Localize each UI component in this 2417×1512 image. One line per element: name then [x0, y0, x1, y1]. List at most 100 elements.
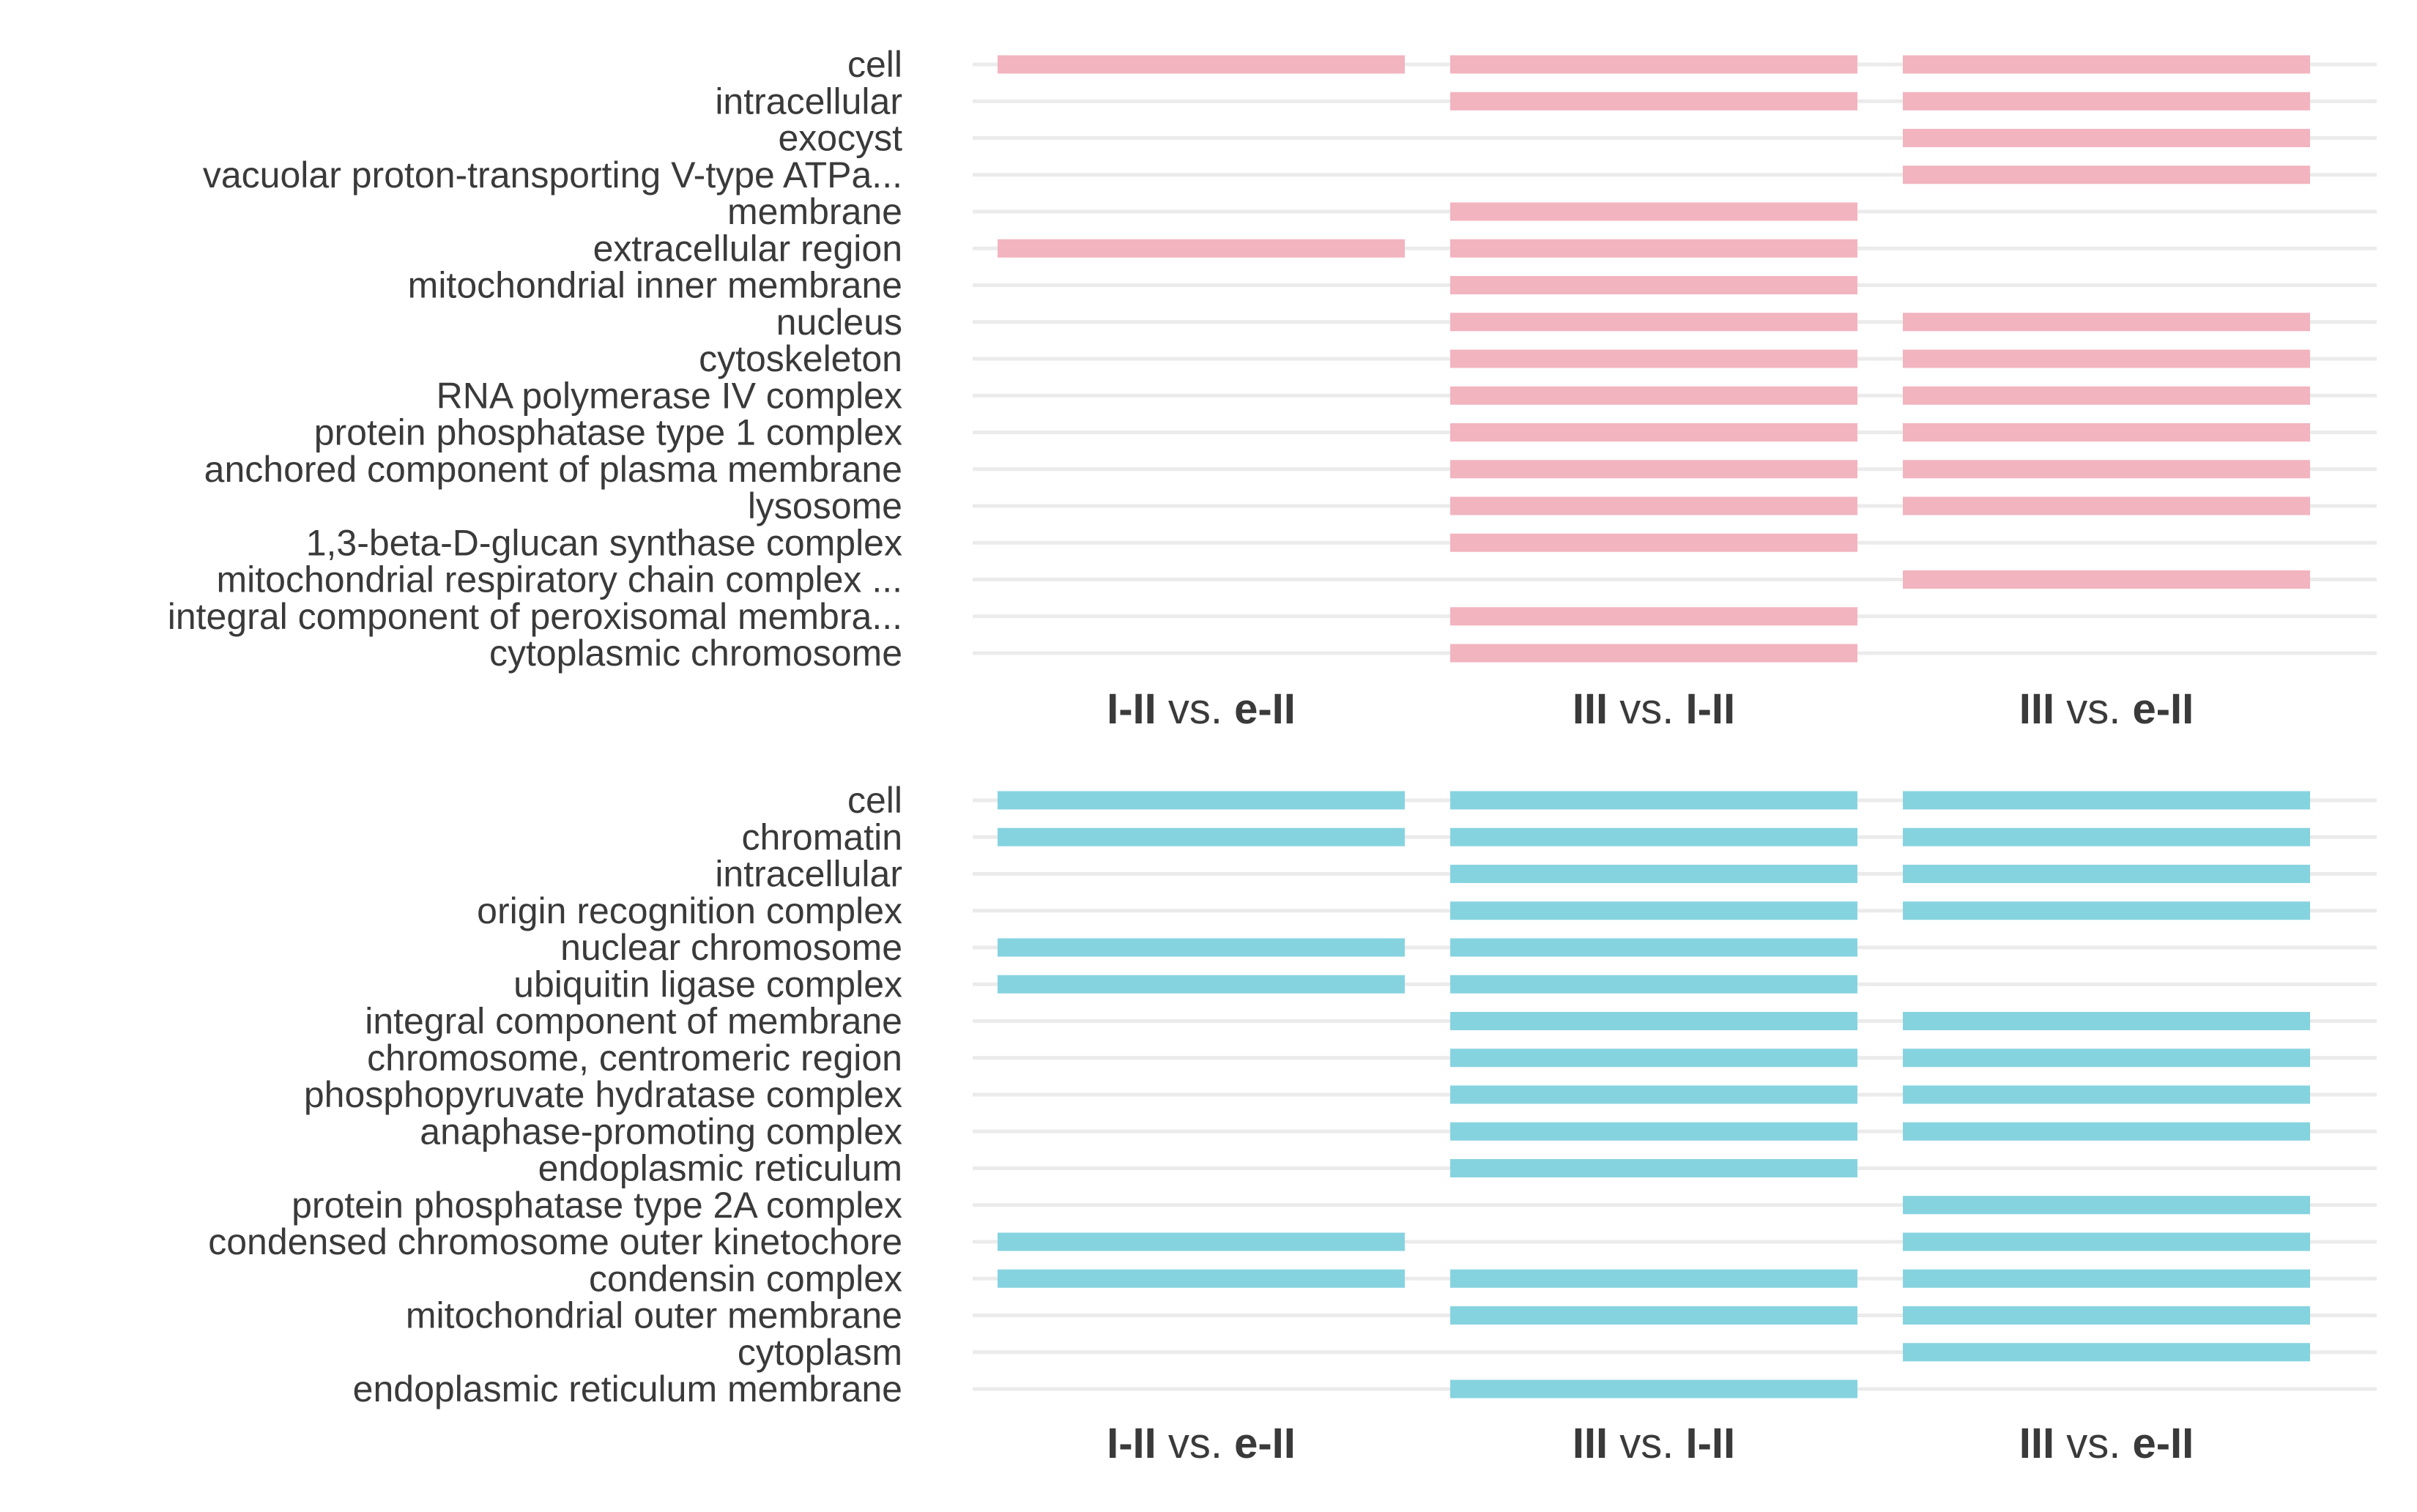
- top-bar: [1450, 313, 1857, 332]
- bottom-bar: [1903, 1306, 2310, 1325]
- top-row-label: cell: [847, 44, 902, 85]
- bottom-row-label: anaphase-promoting complex: [420, 1111, 902, 1152]
- top-bar: [1903, 313, 2310, 332]
- bottom-bar: [1450, 791, 1857, 810]
- top-bar: [1450, 55, 1857, 74]
- top-row-label: membrane: [727, 191, 902, 232]
- top-row-label: nucleus: [776, 302, 902, 343]
- bottom-row-label: chromatin: [741, 816, 902, 857]
- bottom-row-label: nuclear chromosome: [560, 927, 902, 968]
- bottom-row-label: cytoplasm: [738, 1332, 902, 1373]
- top-bar: [1450, 239, 1857, 258]
- top-column-label: III vs. e-II: [2019, 685, 2194, 733]
- bottom-bar: [998, 1232, 1405, 1251]
- column-label-part: vs.: [1156, 685, 1234, 733]
- bottom-row-label: protein phosphatase type 2A complex: [292, 1185, 902, 1226]
- bottom-bar: [1903, 1269, 2310, 1288]
- bottom-bar: [1450, 938, 1857, 957]
- bottom-row-label: phosphopyruvate hydratase complex: [304, 1074, 902, 1115]
- bottom-bar: [1903, 1049, 2310, 1068]
- column-label-part: III: [1573, 685, 1608, 733]
- bottom-row-label: integral component of membrane: [365, 1001, 902, 1042]
- top-column-label: I-II vs. e-II: [1107, 685, 1296, 733]
- column-label-part: vs.: [2054, 1420, 2132, 1467]
- column-label-part: e-II: [2132, 685, 2194, 733]
- top-row-label: vacuolar proton-transporting V-type ATPa…: [203, 154, 902, 195]
- bottom-row-label: chromosome, centromeric region: [367, 1038, 902, 1079]
- bottom-bar: [1903, 901, 2310, 920]
- top-row-label: extracellular region: [593, 228, 902, 269]
- bottom-bar: [1903, 791, 2310, 810]
- top-bar: [1450, 607, 1857, 626]
- column-label-part: III: [1573, 1420, 1608, 1467]
- top-row-label: lysosome: [748, 485, 902, 526]
- top-bar: [1450, 460, 1857, 479]
- bottom-bar: [1450, 1012, 1857, 1030]
- top-row-label: mitochondrial respiratory chain complex …: [217, 559, 903, 600]
- bottom-column-label: III vs. I-II: [1573, 1420, 1735, 1467]
- top-bar: [1903, 496, 2310, 515]
- top-bar: [1450, 644, 1857, 663]
- column-label-part: III: [2019, 685, 2054, 733]
- bottom-bar: [1450, 1049, 1857, 1068]
- bottom-row-label: intracellular: [715, 854, 902, 895]
- column-label-part: vs.: [1156, 1420, 1234, 1467]
- bottom-bar: [998, 827, 1405, 846]
- top-row-label: mitochondrial inner membrane: [408, 265, 902, 306]
- bottom-bar: [1450, 1159, 1857, 1177]
- bottom-bar: [1903, 1232, 2310, 1251]
- bottom-row-label: mitochondrial outer membrane: [406, 1295, 902, 1336]
- bottom-bar: [1903, 1012, 2310, 1030]
- top-bar: [1450, 276, 1857, 294]
- top-bar: [1903, 129, 2310, 147]
- top-bar: [1450, 533, 1857, 552]
- top-row-label: 1,3-beta-D-glucan synthase complex: [306, 522, 902, 563]
- top-row-label: protein phosphatase type 1 complex: [314, 412, 902, 453]
- top-bar: [1903, 55, 2310, 74]
- bottom-row-label: endoplasmic reticulum: [538, 1148, 902, 1189]
- top-column-label: III vs. I-II: [1573, 685, 1735, 733]
- bottom-bar: [998, 938, 1405, 957]
- top-bar: [1903, 423, 2310, 442]
- bottom-bar: [1903, 1085, 2310, 1104]
- bottom-bar: [1450, 901, 1857, 920]
- bottom-bar: [1450, 1269, 1857, 1288]
- column-label-part: e-II: [1234, 685, 1296, 733]
- bottom-row-label: endoplasmic reticulum membrane: [353, 1368, 902, 1409]
- bottom-bar: [1450, 827, 1857, 846]
- column-label-part: III: [2019, 1420, 2054, 1467]
- column-label-part: vs.: [2054, 685, 2132, 733]
- bottom-bar: [1450, 865, 1857, 883]
- bottom-bar: [1903, 1122, 2310, 1141]
- bottom-bar: [998, 791, 1405, 810]
- bottom-column-label: III vs. e-II: [2019, 1420, 2194, 1467]
- top-row-label: integral component of peroxisomal membra…: [168, 596, 902, 637]
- top-bar: [1903, 349, 2310, 368]
- column-label-part: e-II: [2132, 1420, 2194, 1467]
- top-bar: [1450, 349, 1857, 368]
- bottom-bar: [1450, 1085, 1857, 1104]
- bottom-row-label: origin recognition complex: [477, 890, 902, 931]
- top-bar: [1450, 202, 1857, 221]
- top-bar: [1450, 423, 1857, 442]
- bottom-row-label: ubiquitin ligase complex: [513, 964, 902, 1005]
- bottom-bar: [1903, 1196, 2310, 1215]
- column-label-part: vs.: [1608, 1420, 1685, 1467]
- top-bar: [1903, 570, 2310, 589]
- top-bar: [1450, 386, 1857, 405]
- bottom-bar: [998, 1269, 1405, 1288]
- column-label-part: vs.: [1608, 685, 1685, 733]
- column-label-part: e-II: [1234, 1420, 1296, 1467]
- bottom-row-label: condensin complex: [589, 1258, 902, 1299]
- top-row-label: RNA polymerase IV complex: [437, 375, 902, 416]
- bottom-bar: [1903, 1343, 2310, 1362]
- bottom-row-label: condensed chromosome outer kinetochore: [208, 1221, 902, 1262]
- top-row-label: cytoskeleton: [699, 338, 902, 379]
- top-row-label: cytoplasmic chromosome: [489, 633, 902, 674]
- top-bar: [1903, 92, 2310, 111]
- top-bar: [1903, 386, 2310, 405]
- top-row-label: exocyst: [778, 118, 902, 159]
- top-row-label: anchored component of plasma membrane: [204, 449, 902, 490]
